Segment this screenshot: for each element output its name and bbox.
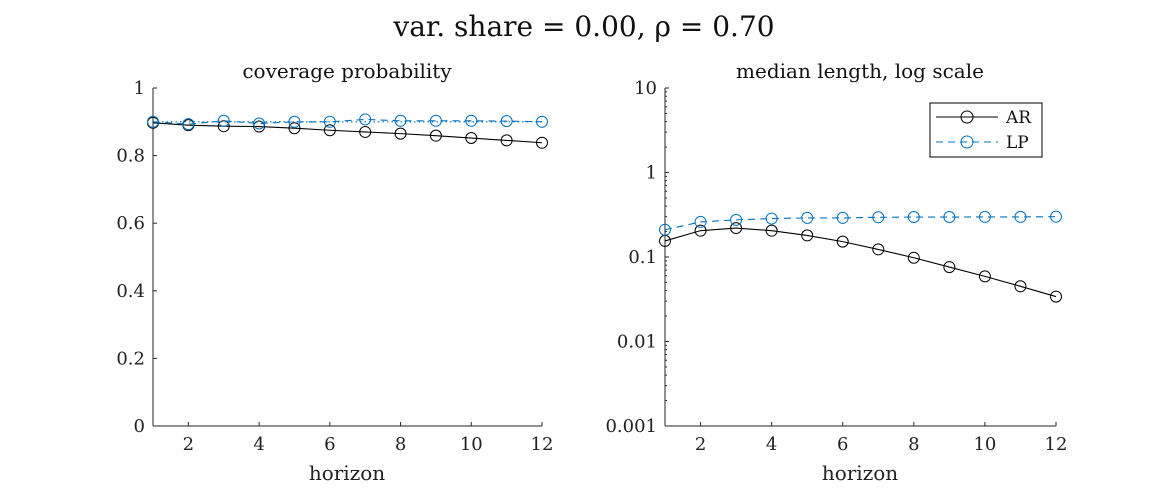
x-tick-label-median-length: 12	[1045, 434, 1068, 455]
series-line-lp-median-length	[664, 216, 1057, 231]
data-point-ar-coverage	[217, 120, 230, 133]
y-tick-label-median-length: 0.01	[617, 332, 657, 353]
data-point-lp-median-length	[694, 215, 707, 228]
x-tick-label-median-length: 4	[766, 434, 777, 455]
data-point-ar-median-length	[1014, 280, 1027, 293]
data-point-lp-median-length	[907, 211, 920, 224]
data-point-ar-median-length	[978, 270, 991, 283]
data-point-lp-coverage	[429, 114, 442, 127]
data-point-lp-median-length	[801, 211, 814, 224]
data-point-ar-coverage	[465, 132, 478, 145]
data-point-ar-median-length	[694, 224, 707, 237]
data-point-ar-coverage	[536, 136, 548, 149]
x-tick-label-coverage: 4	[253, 434, 264, 455]
data-point-lp-median-length	[943, 211, 956, 224]
data-point-lp-median-length	[730, 213, 743, 226]
legend-ar-label: AR	[1005, 108, 1032, 128]
y-tick-label-median-length: 0.1	[628, 247, 657, 268]
x-tick-label-coverage: 2	[183, 434, 194, 455]
panel-title-coverage: coverage probability	[242, 59, 452, 83]
data-point-ar-median-length	[872, 243, 885, 256]
series-line-ar-median-length	[664, 227, 1057, 298]
data-point-lp-median-length	[978, 210, 991, 223]
y-tick-label-median-length: 0.001	[605, 416, 657, 437]
panel-title-median-length: median length, log scale	[736, 59, 984, 83]
median-length-panel: median length, log scale horizon AR LP 2…	[605, 59, 1067, 485]
figure-title: var. share = 0.00, ρ = 0.70	[392, 10, 774, 43]
data-point-lp-median-length	[1014, 210, 1027, 223]
x-axis-label-coverage: horizon	[309, 461, 385, 485]
data-point-ar-median-length	[943, 261, 956, 274]
x-tick-label-median-length: 6	[837, 434, 848, 455]
data-point-lp-median-length	[659, 223, 671, 236]
data-point-ar-coverage	[500, 134, 513, 147]
data-point-ar-median-length	[1050, 290, 1062, 303]
legend: AR LP	[929, 102, 1043, 158]
data-point-ar-median-length	[765, 224, 778, 237]
data-point-lp-coverage	[182, 118, 195, 131]
legend-ar-marker	[960, 110, 974, 124]
data-point-lp-coverage	[217, 114, 230, 127]
y-tick-label-median-length: 1	[646, 163, 657, 184]
y-tick-label-coverage: 0	[134, 416, 145, 437]
x-tick-label-coverage: 12	[531, 434, 554, 455]
legend-lp-marker	[960, 135, 974, 149]
data-point-ar-coverage	[253, 120, 266, 133]
x-axis-label-median-length: horizon	[822, 461, 898, 485]
x-tick-label-median-length: 10	[973, 434, 996, 455]
data-point-lp-coverage	[465, 114, 478, 127]
y-tick-label-coverage: 0.6	[116, 213, 145, 234]
data-point-lp-median-length	[872, 211, 885, 224]
data-point-lp-coverage	[359, 113, 372, 126]
legend-box	[929, 102, 1043, 158]
y-tick-label-coverage: 0.8	[116, 146, 145, 167]
y-tick-label-coverage: 1	[134, 78, 145, 99]
data-point-ar-coverage	[359, 125, 372, 138]
x-tick-label-coverage: 10	[460, 434, 483, 455]
series-line-ar-coverage	[152, 122, 543, 144]
data-point-ar-median-length	[907, 251, 920, 264]
x-tick-label-coverage: 6	[324, 434, 335, 455]
y-tick-label-coverage: 0.4	[116, 281, 145, 302]
data-point-ar-median-length	[836, 235, 849, 248]
data-point-ar-coverage	[394, 127, 407, 140]
y-tick-label-median-length: 10	[634, 78, 657, 99]
x-tick-label-median-length: 8	[908, 434, 919, 455]
data-point-lp-coverage	[394, 114, 407, 127]
data-point-ar-coverage	[288, 122, 301, 135]
data-point-lp-median-length	[765, 212, 778, 225]
data-point-ar-coverage	[323, 124, 336, 137]
legend-lp-label: LP	[1006, 133, 1029, 153]
data-point-lp-median-length	[1050, 210, 1062, 223]
data-point-lp-coverage	[500, 115, 513, 128]
y-tick-label-coverage: 0.2	[116, 348, 145, 369]
x-tick-label-median-length: 2	[695, 434, 706, 455]
x-tick-label-coverage: 8	[395, 434, 406, 455]
coverage-probability-panel: coverage probability horizon 2 4 6 8 10 12 0 0.…	[116, 59, 553, 485]
data-point-ar-coverage	[429, 129, 442, 142]
data-point-lp-coverage	[253, 117, 266, 130]
data-point-lp-median-length	[836, 211, 849, 224]
data-point-ar-median-length	[801, 229, 814, 242]
data-point-ar-median-length	[730, 222, 743, 235]
